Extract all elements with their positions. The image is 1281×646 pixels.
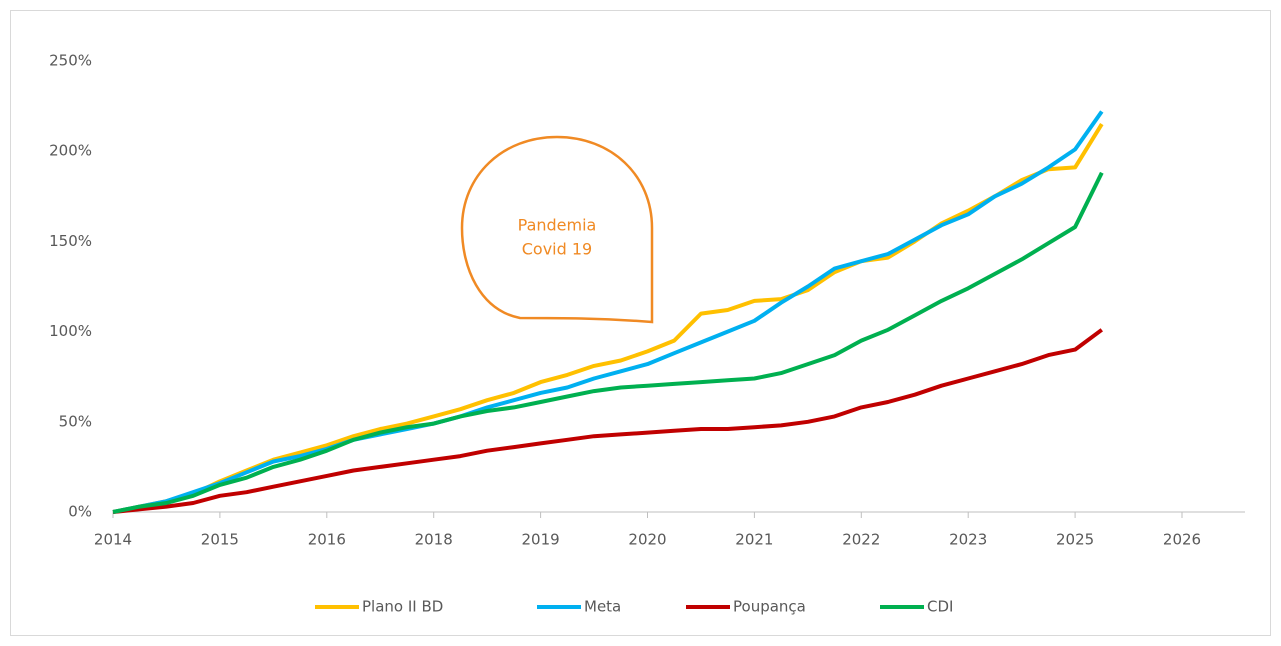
frame	[10, 10, 1271, 636]
legend-label: Meta	[584, 598, 621, 616]
annotation: Covid 19	[522, 240, 592, 259]
y-tick-label: 0%	[68, 503, 92, 521]
x-tick-label: 2016	[308, 531, 346, 549]
annotation: Pandemia	[518, 216, 597, 235]
x-tick-label: 2023	[949, 531, 987, 549]
y-tick-label: 50%	[59, 412, 92, 430]
legend-label: CDI	[927, 598, 953, 616]
y-tick-label: 100%	[49, 322, 92, 340]
series-line	[112, 110, 1104, 514]
x-tick-label: 2022	[842, 531, 880, 549]
x-tick-label: 2021	[735, 531, 773, 549]
legend-label: Poupança	[733, 598, 806, 616]
x-tick-label: 2018	[415, 531, 453, 549]
y-tick-label: 150%	[49, 232, 92, 250]
annotation-bubble	[460, 135, 654, 324]
x-tick-label: 2015	[201, 531, 239, 549]
x-tick-label: 2019	[522, 531, 560, 549]
series-line	[112, 171, 1104, 514]
x-tick-label: 2020	[628, 531, 666, 549]
x-tick-label: 2026	[1163, 531, 1201, 549]
x-tick-label: 2025	[1056, 531, 1094, 549]
y-tick-label: 250%	[49, 52, 92, 70]
series-line	[112, 328, 1103, 514]
x-tick-label: 2014	[94, 531, 132, 549]
y-tick-label: 200%	[49, 142, 92, 160]
legend-label: Plano II BD	[362, 598, 443, 616]
